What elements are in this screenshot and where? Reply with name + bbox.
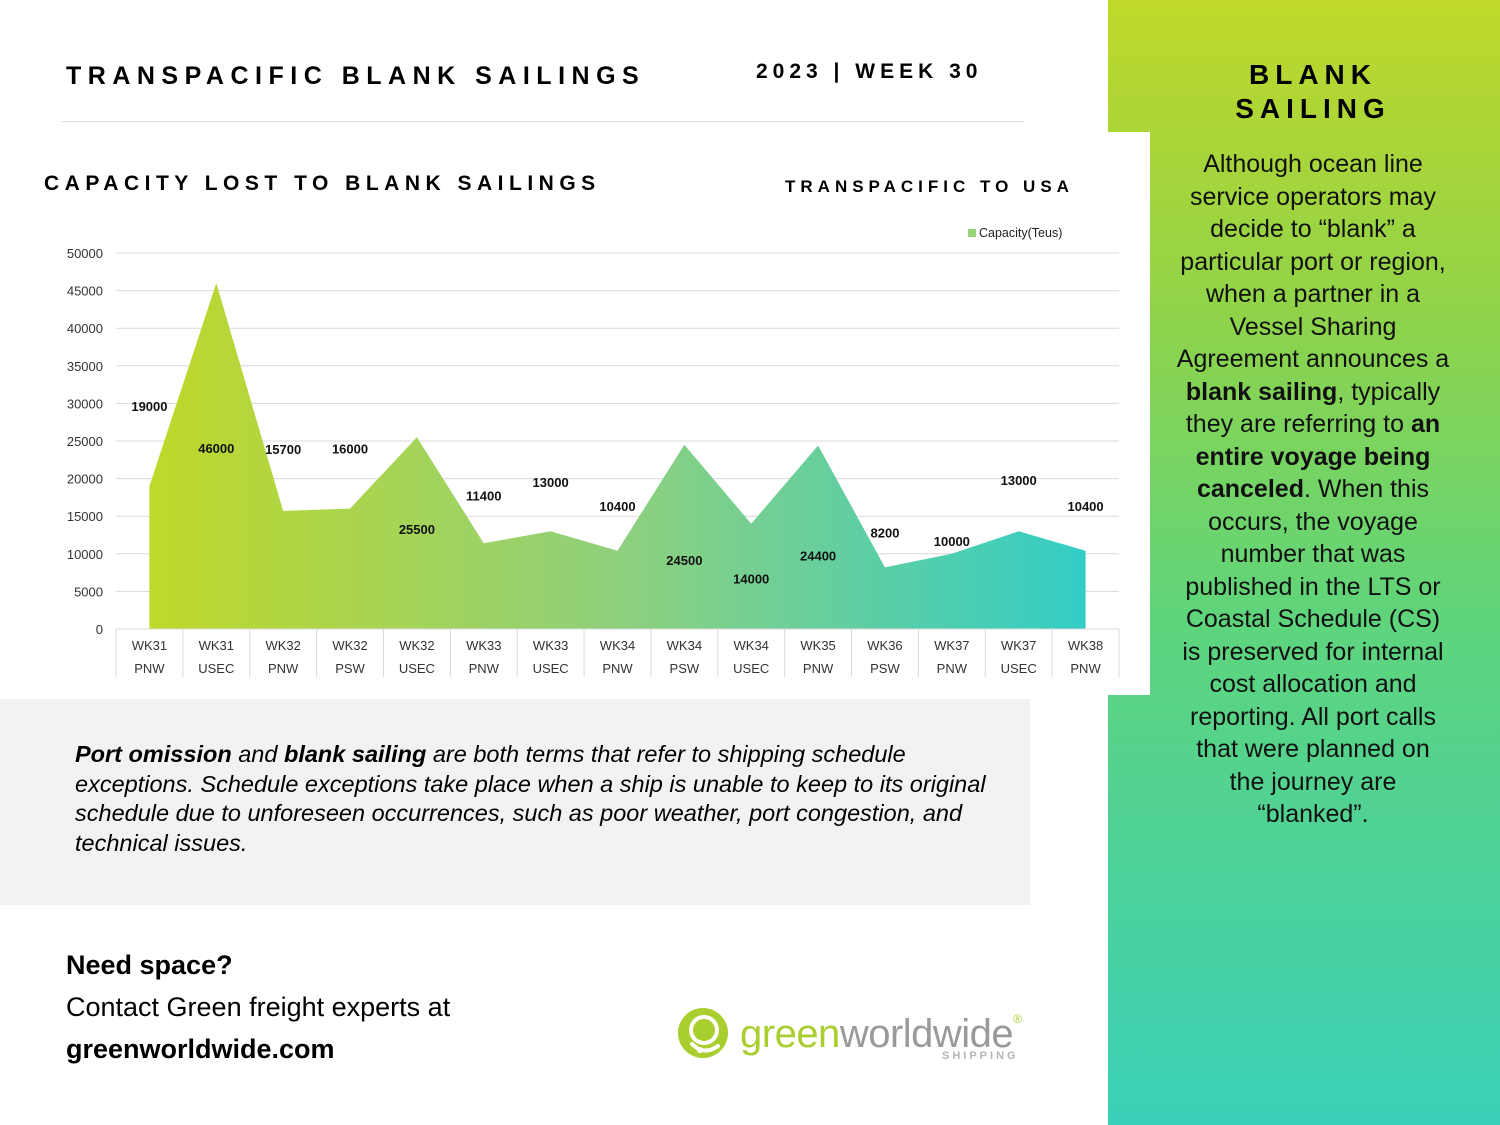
x-tick-region: PNW xyxy=(1070,661,1101,676)
data-label: 10000 xyxy=(934,534,970,549)
legend-swatch xyxy=(968,229,976,237)
y-tick-label: 10000 xyxy=(67,547,103,562)
data-label: 13000 xyxy=(1001,473,1037,488)
note-box xyxy=(0,699,1030,905)
data-label: 10400 xyxy=(599,499,635,514)
x-tick-week: WK31 xyxy=(132,638,167,653)
x-tick-week: WK35 xyxy=(800,638,835,653)
x-tick-region: USEC xyxy=(1001,661,1037,676)
x-tick-region: USEC xyxy=(399,661,435,676)
x-tick-week: WK31 xyxy=(199,638,234,653)
x-tick-region: PNW xyxy=(803,661,834,676)
x-tick-region: PNW xyxy=(937,661,968,676)
brand-logo: greenworldwide® xyxy=(740,1012,1022,1057)
note-bold-2: blank sailing xyxy=(283,741,427,767)
x-tick-region: PSW xyxy=(670,661,700,676)
x-tick-region: USEC xyxy=(198,661,234,676)
side-bold-1: blank sailing xyxy=(1185,377,1338,406)
data-label: 10400 xyxy=(1067,499,1103,514)
data-label: 46000 xyxy=(198,441,234,456)
x-tick-region: PNW xyxy=(602,661,633,676)
x-tick-region: USEC xyxy=(733,661,769,676)
y-tick-label: 0 xyxy=(96,622,103,637)
x-tick-week: WK38 xyxy=(1068,638,1103,653)
logo-tagline: SHIPPING xyxy=(942,1050,1019,1062)
capacity-area-chart: 0 5000 10000 15000 20000 25000 30000 35000 40000… xyxy=(67,226,1120,677)
note-text: Port omission and blank sailing are both… xyxy=(75,740,995,858)
y-tick-label: 25000 xyxy=(67,434,103,449)
x-tick-region: PSW xyxy=(870,661,900,676)
chart-subtitle: TRANSPACIFIC TO USA xyxy=(785,177,1074,196)
side-title: BLANK SAILING xyxy=(1108,58,1500,126)
x-tick-week: WK32 xyxy=(265,638,300,653)
logo-worldwide: worldwide xyxy=(839,1012,1014,1056)
data-label: 13000 xyxy=(533,475,569,490)
side-panel xyxy=(1108,0,1500,1125)
x-tick-week: WK33 xyxy=(466,638,501,653)
data-label: 24400 xyxy=(800,549,836,564)
side-text-2: , typically they are referring to xyxy=(1185,377,1441,439)
y-tick-label: 35000 xyxy=(67,359,103,374)
x-tick-region: PSW xyxy=(335,661,365,676)
data-label: 15700 xyxy=(265,442,301,457)
x-tick-region: PNW xyxy=(268,661,299,676)
x-tick-week: WK32 xyxy=(332,638,367,653)
globe-logo-icon xyxy=(678,1008,728,1058)
cta-website-link[interactable]: greenworldwide.com xyxy=(66,1034,335,1064)
page-title: TRANSPACIFIC BLANK SAILINGS xyxy=(66,62,646,90)
x-tick-region: USEC xyxy=(533,661,569,676)
x-tick-week: WK36 xyxy=(867,638,902,653)
x-tick-week: WK34 xyxy=(734,638,769,653)
x-tick-week: WK34 xyxy=(667,638,702,653)
y-tick-label: 45000 xyxy=(67,284,103,299)
side-title-line1: BLANK xyxy=(1249,59,1377,90)
data-label: 14000 xyxy=(733,572,769,587)
capacity-area xyxy=(149,283,1086,629)
side-title-line2: SAILING xyxy=(1235,93,1391,124)
side-bold-2: an entire voyage being canceled xyxy=(1195,410,1441,503)
data-label: 24500 xyxy=(666,553,702,568)
cta-line: Contact Green freight experts at xyxy=(66,992,451,1022)
cta-heading: Need space? xyxy=(66,950,233,980)
side-text-3: . When this occurs, the voyage number th… xyxy=(1182,475,1444,828)
y-tick-label: 50000 xyxy=(67,246,103,261)
week-label: 2023 | WEEK 30 xyxy=(756,60,983,83)
data-label: 8200 xyxy=(871,525,900,540)
data-label: 16000 xyxy=(332,442,368,457)
note-text-2: are both terms that refer to shipping sc… xyxy=(75,741,986,856)
side-text-1: Although ocean line service operators ma… xyxy=(1176,150,1450,373)
x-tick-region: PNW xyxy=(469,661,500,676)
chart-title: CAPACITY LOST TO BLANK SAILINGS xyxy=(44,172,601,195)
note-text-1: and xyxy=(231,741,284,767)
data-label: 25500 xyxy=(399,522,435,537)
x-tick-week: WK34 xyxy=(600,638,635,653)
x-tick-week: WK32 xyxy=(399,638,434,653)
y-tick-label: 20000 xyxy=(67,472,103,487)
note-bold-1: Port omission xyxy=(75,741,232,767)
data-label: 11400 xyxy=(466,488,501,503)
header-divider xyxy=(62,121,1024,122)
logo-registered: ® xyxy=(1013,1012,1022,1026)
y-tick-label: 40000 xyxy=(67,321,103,336)
data-label: 19000 xyxy=(131,399,167,414)
side-description: Although ocean line service operators ma… xyxy=(1176,148,1450,831)
y-tick-label: 15000 xyxy=(67,509,103,524)
x-tick-week: WK33 xyxy=(533,638,568,653)
legend-label: Capacity(Teus) xyxy=(979,226,1062,240)
y-tick-label: 30000 xyxy=(67,396,103,411)
x-tick-week: WK37 xyxy=(1001,638,1036,653)
x-tick-region: PNW xyxy=(134,661,165,676)
x-tick-week: WK37 xyxy=(934,638,969,653)
y-tick-label: 5000 xyxy=(74,584,103,599)
logo-green: green xyxy=(740,1012,840,1056)
